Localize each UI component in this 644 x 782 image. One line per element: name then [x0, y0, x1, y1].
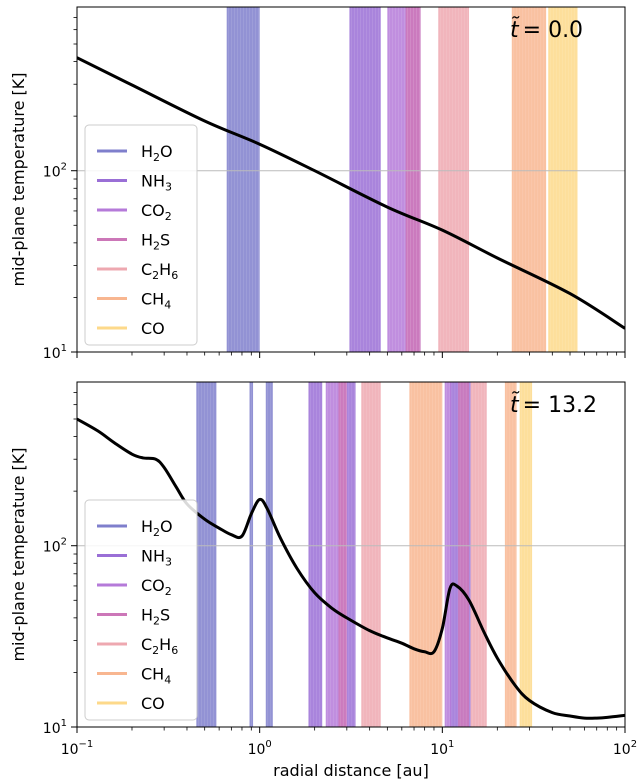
ice-band-ch4	[504, 382, 517, 727]
legend: H2O NH3 CO2 H2S C2H6 CH4 CO	[84, 499, 198, 721]
x-axis-label: radial distance [au]	[273, 761, 429, 780]
ice-band-co	[519, 382, 533, 727]
ice-band-h2o	[226, 7, 260, 352]
ice-band-nh3	[346, 382, 356, 727]
panel-top: 101 102 mid-plane temperature [K] t̃ = 0.0 H2…	[9, 6, 626, 362]
ice-band-nh3	[308, 382, 323, 727]
y-axis-label: mid-plane temperature [K]	[9, 447, 28, 661]
ice-band-c2h6	[438, 7, 470, 352]
legend-label-co2: CO2	[141, 201, 172, 223]
time-label: t̃ = 13.2	[510, 392, 597, 418]
y-axis-label: mid-plane temperature [K]	[9, 72, 28, 286]
legend-label-h2o: H2O	[141, 517, 173, 539]
legend-label-h2s: H2S	[141, 606, 170, 628]
plot-frame	[76, 6, 626, 353]
ice-band-co2	[444, 382, 452, 727]
legend-label-h2o: H2O	[141, 142, 173, 164]
ice-band-ch4	[409, 382, 443, 727]
legend-label-co2: CO2	[141, 576, 172, 598]
legend-label-ch4: CH4	[141, 290, 171, 312]
legend-label-co: CO	[141, 319, 165, 338]
time-label: t̃ = 0.0	[510, 17, 583, 43]
temperature-curve	[77, 417, 625, 720]
ice-band-h2s	[405, 7, 421, 352]
legend-label-co: CO	[141, 694, 165, 713]
ice-band-h2s	[458, 382, 470, 727]
legend-label-nh3: NH3	[141, 547, 172, 569]
x-tick-label: 102	[613, 739, 637, 758]
ice-bands	[226, 7, 578, 352]
legend-label-c2h6: C2H6	[141, 635, 178, 657]
ice-band-nh3	[349, 7, 381, 352]
y-tick-label: 101	[43, 718, 67, 737]
y-tick-label: 102	[43, 537, 67, 556]
legend-label-nh3: NH3	[141, 172, 172, 194]
plot-frame	[76, 381, 626, 728]
ice-band-h2s	[338, 382, 347, 727]
ice-band-ch4	[511, 7, 547, 352]
ice-band-co	[548, 7, 578, 352]
x-tick-label: 100	[248, 739, 272, 758]
legend-label-c2h6: C2H6	[141, 260, 178, 282]
panel-bottom: 101 102 10−1 100 101 102 radial distance [au] m…	[9, 381, 637, 780]
temperature-curve	[77, 56, 625, 330]
legend-label-ch4: CH4	[141, 665, 171, 687]
x-tick-label: 101	[430, 739, 454, 758]
ice-band-c2h6	[361, 382, 381, 727]
ice-bands	[196, 382, 533, 727]
ice-band-h2o	[265, 382, 273, 727]
y-tick-label: 102	[43, 162, 67, 181]
legend-label-h2s: H2S	[141, 231, 170, 253]
y-tick-label: 101	[43, 343, 67, 362]
x-tick-label: 10−1	[61, 739, 94, 758]
ice-band-h2o	[249, 382, 254, 727]
ice-band-h2o	[196, 382, 217, 727]
ice-band-c2h6	[470, 382, 487, 727]
legend: H2O NH3 CO2 H2S C2H6 CH4 CO	[84, 124, 198, 346]
